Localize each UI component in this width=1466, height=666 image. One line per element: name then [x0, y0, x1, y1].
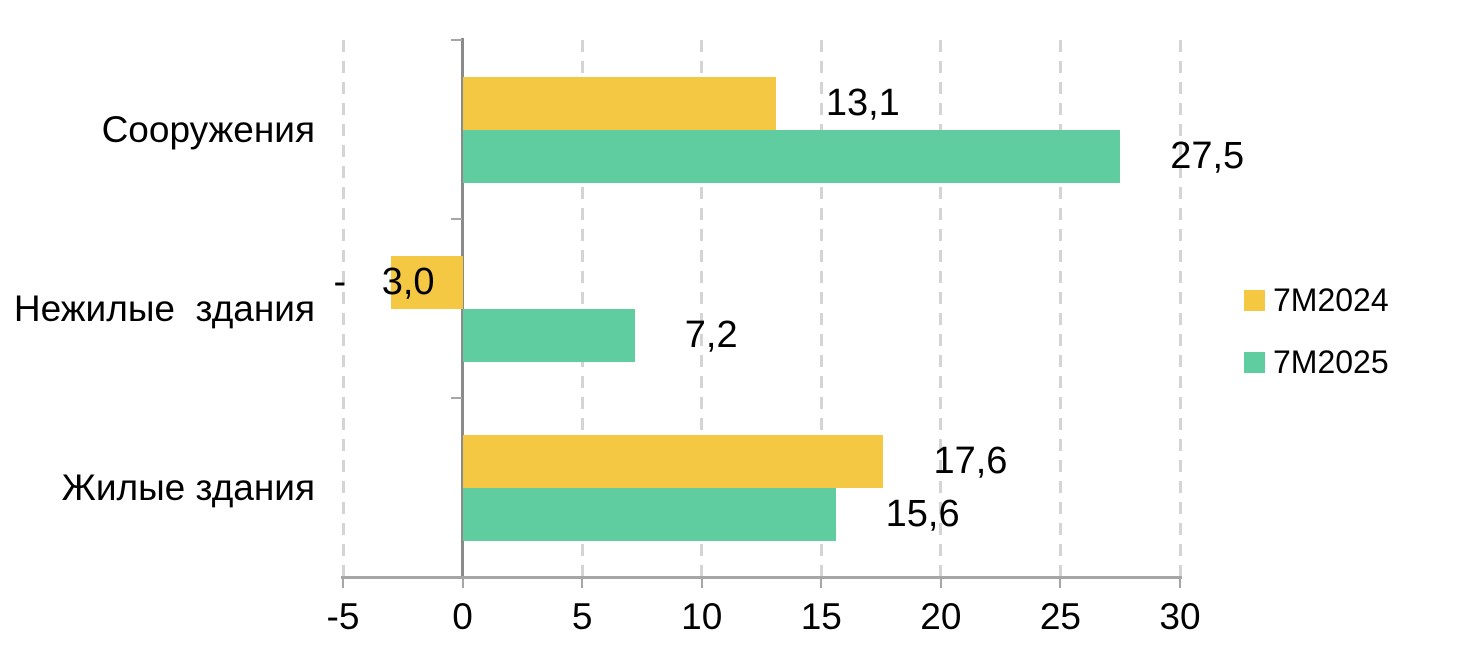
x-axis-tick	[1059, 577, 1062, 588]
legend-swatch-7m2024	[1244, 289, 1265, 311]
x-axis-tick-label-10: 10	[681, 596, 723, 637]
category-axis-tick	[450, 397, 462, 399]
bar-value-label: 27,5	[1170, 134, 1245, 177]
category-label-0: Сооружения	[101, 108, 315, 150]
x-axis-tick	[820, 577, 823, 588]
bar-value-label: 15,6	[885, 492, 960, 535]
bar-7m2025-0	[462, 129, 1121, 183]
x-axis-tick-label-15: 15	[800, 596, 842, 637]
legend-swatch-7m2025	[1244, 351, 1265, 373]
category-axis-tick	[450, 576, 462, 578]
category-axis-tick	[450, 218, 462, 220]
x-axis-tick-label-20: 20	[920, 596, 962, 637]
bar-7m2025-2	[462, 487, 836, 541]
category-axis-tick	[450, 39, 462, 41]
legend-label-7m2025: 7M2025	[1273, 344, 1389, 380]
gridline-25	[1058, 40, 1062, 577]
x-axis-tick	[1179, 577, 1181, 588]
zero-axis-line	[461, 38, 465, 577]
gridline--5	[341, 40, 345, 577]
bar-7m2024-0	[462, 76, 776, 130]
bar-7m2024-1	[390, 255, 463, 309]
bar-value-label: 13,1	[825, 81, 900, 124]
legend-label-7m2024: 7M2024	[1273, 282, 1389, 318]
gridline-30	[1178, 40, 1182, 577]
x-axis-tick	[700, 577, 703, 588]
x-axis-tick-label--5: -5	[326, 596, 360, 637]
legend-item-7m2024: 7M2024	[1244, 284, 1389, 316]
x-axis-tick-label-5: 5	[571, 596, 593, 637]
plot-area: 13,1 - 3,0 17,6 27,5 7,2 15,6	[334, 38, 1244, 588]
legend-item-7m2025: 7M2025	[1244, 346, 1389, 378]
category-label-2: Жилые здания	[61, 466, 315, 508]
x-axis-tick-label-0: 0	[452, 596, 473, 637]
x-axis-line	[341, 575, 1182, 579]
x-axis-tick	[939, 577, 942, 588]
bar-value-label: 17,6	[933, 439, 1008, 482]
bar-7m2025-1	[462, 308, 635, 362]
x-axis-tick-label-25: 25	[1039, 596, 1081, 637]
gridline-20	[939, 40, 943, 577]
category-label-1: Нежилые здания	[13, 287, 315, 329]
x-axis-tick-label-30: 30	[1159, 596, 1201, 637]
x-axis-tick	[461, 577, 464, 588]
bar-7m2024-2	[462, 434, 884, 488]
bar-value-label: - 3,0	[333, 260, 435, 303]
gridline-15	[819, 40, 823, 577]
x-axis-tick	[581, 577, 584, 588]
bar-value-label: 7,2	[684, 313, 738, 356]
x-axis-tick	[342, 577, 344, 588]
gridline-10	[700, 40, 704, 577]
